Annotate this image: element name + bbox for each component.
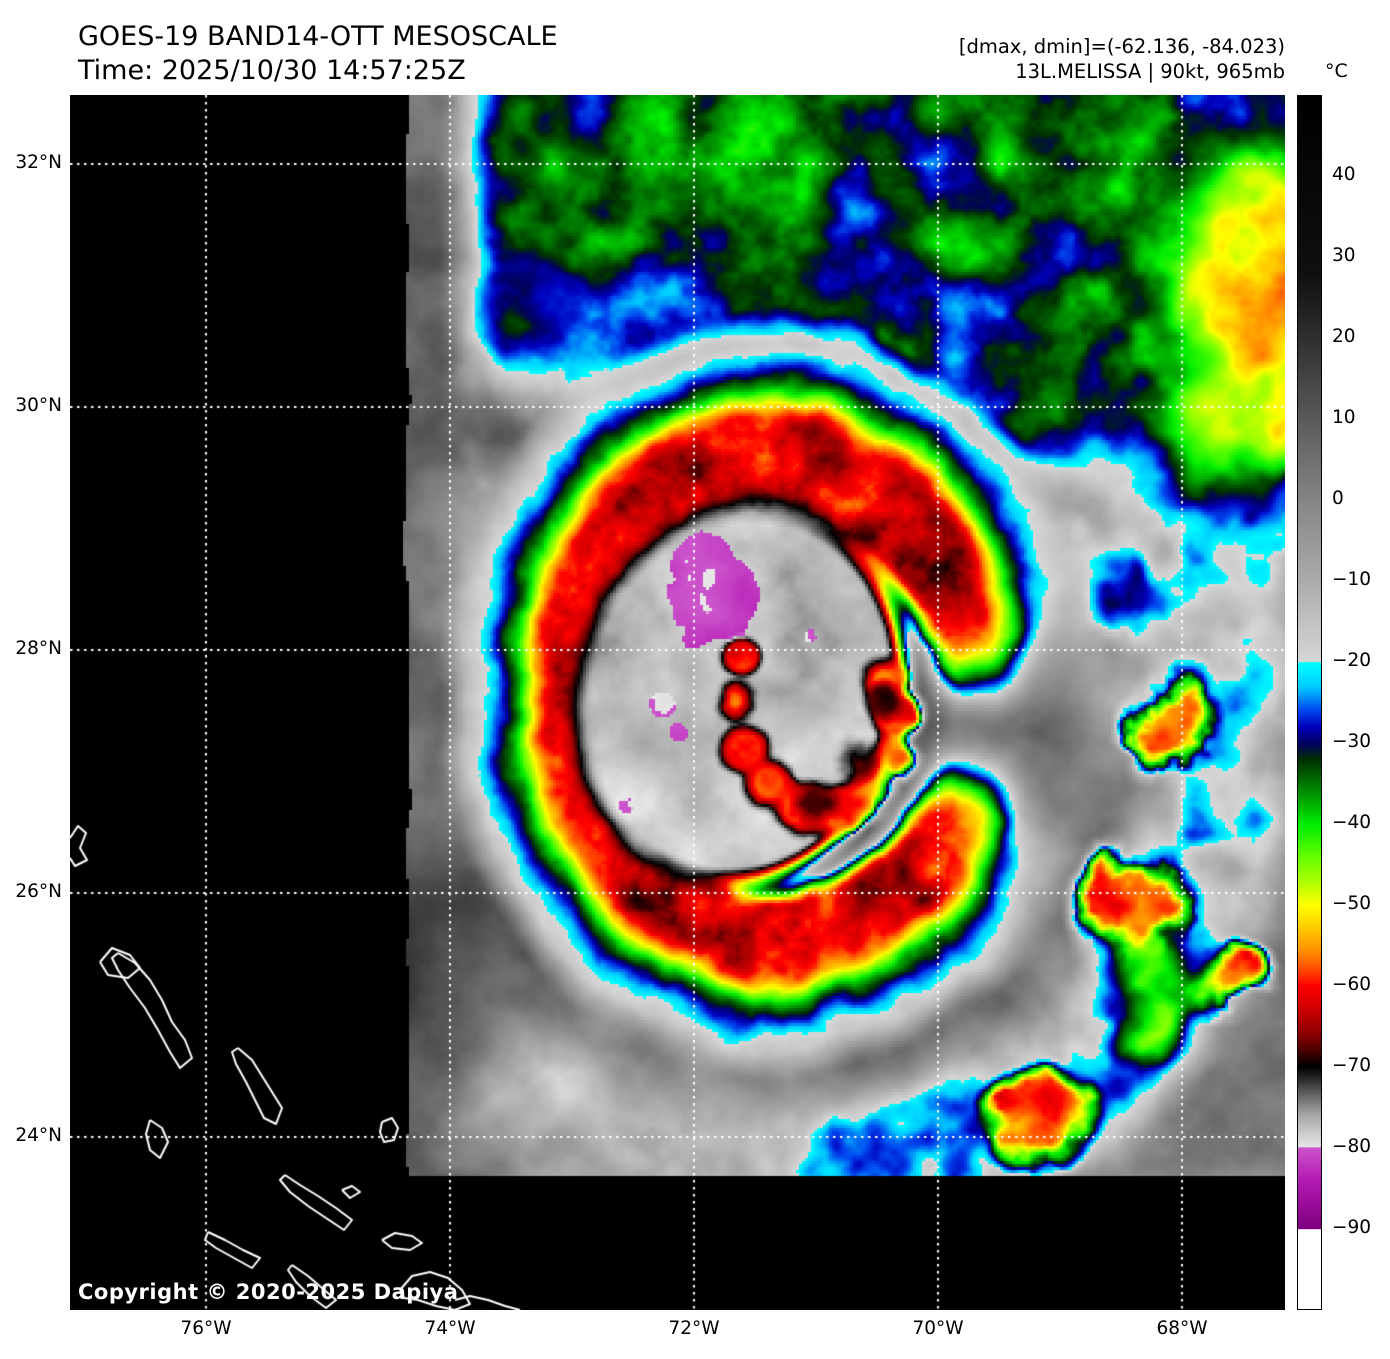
colorbar-tick-label: −90 <box>1332 1217 1372 1238</box>
lon-tick-label: 74°W <box>424 1318 476 1339</box>
colorbar-tick-label: −80 <box>1332 1136 1372 1157</box>
lat-tick-label: 32°N <box>15 152 62 173</box>
lon-tick-label: 76°W <box>180 1318 232 1339</box>
colorbar-tick-label: −30 <box>1332 731 1372 752</box>
colorbar-tick-label: 40 <box>1332 164 1356 185</box>
colorbar-tick-label: −50 <box>1332 893 1372 914</box>
latitude-axis: 32°N 30°N 28°N 26°N 24°N <box>0 0 62 1359</box>
annotation-block: [dmax, dmin]=(-62.136, -84.023) 13L.MELI… <box>959 34 1285 84</box>
storm-info-annotation: 13L.MELISSA | 90kt, 965mb <box>1015 60 1285 83</box>
lat-tick-label: 24°N <box>15 1125 62 1146</box>
lon-tick-label: 70°W <box>912 1318 964 1339</box>
copyright-text: Copyright © 2020-2025 Dapiya <box>78 1280 459 1304</box>
lon-tick-label: 68°W <box>1156 1318 1208 1339</box>
colorbar-unit-label: °C <box>1325 60 1348 82</box>
colorbar-tick-label: −10 <box>1332 569 1372 590</box>
colorbar-tick-label: −60 <box>1332 974 1372 995</box>
satellite-image-canvas <box>70 95 1285 1310</box>
colorbar <box>1297 95 1322 1310</box>
colorbar-tick-label: −70 <box>1332 1055 1372 1076</box>
map-plot-area: Copyright © 2020-2025 Dapiya <box>70 95 1285 1310</box>
title-block: GOES-19 BAND14-OTT MESOSCALE Time: 2025/… <box>78 20 558 88</box>
colorbar-tick-label: 10 <box>1332 407 1356 428</box>
lon-tick-label: 72°W <box>668 1318 720 1339</box>
colorbar-tick-label: −20 <box>1332 650 1372 671</box>
lat-tick-label: 26°N <box>15 881 62 902</box>
colorbar-canvas <box>1298 96 1321 1309</box>
colorbar-tick-label: 20 <box>1332 326 1356 347</box>
colorbar-tick-label: 30 <box>1332 245 1356 266</box>
dmax-dmin-annotation: [dmax, dmin]=(-62.136, -84.023) <box>958 35 1285 58</box>
colorbar-tick-label: 0 <box>1332 488 1344 509</box>
page-title: GOES-19 BAND14-OTT MESOSCALE <box>78 21 558 52</box>
timestamp: Time: 2025/10/30 14:57:25Z <box>78 55 466 86</box>
lat-tick-label: 28°N <box>15 638 62 659</box>
colorbar-tick-label: −40 <box>1332 812 1372 833</box>
lat-tick-label: 30°N <box>15 395 62 416</box>
